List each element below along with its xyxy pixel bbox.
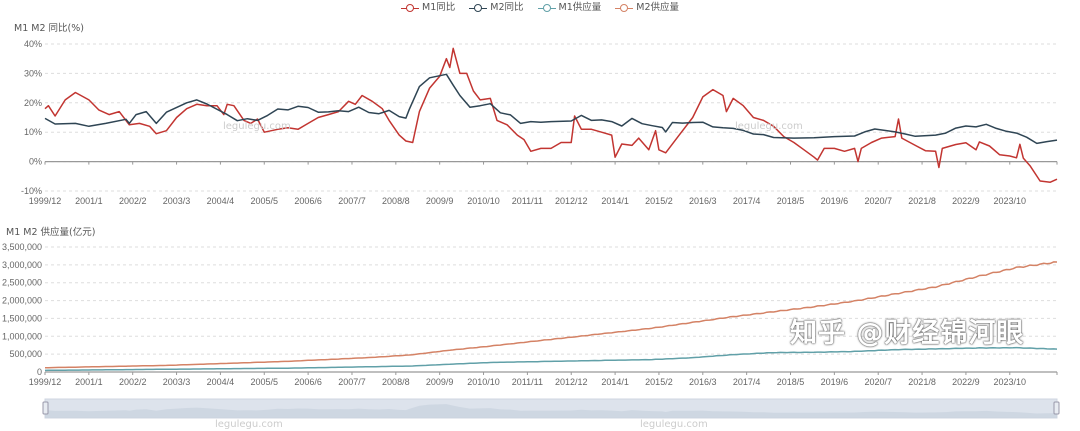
x-tick-label: 2014/1 — [601, 196, 629, 206]
bottom-y-axis-title: M1 M2 供应量(亿元) — [6, 227, 96, 238]
signature-watermark: 知乎 @财经锦河眼 — [790, 318, 1025, 349]
x-tick-label: 2023/10 — [993, 377, 1026, 387]
y-tick-label: 3,000,000 — [2, 260, 42, 270]
data-zoom-preview-area — [45, 404, 1057, 418]
x-tick-label: 2018/5 — [777, 196, 805, 206]
x-tick-label: 2003/3 — [163, 377, 191, 387]
x-tick-label: 2012/12 — [555, 196, 588, 206]
watermark-bottom: legulegu.com — [215, 419, 283, 430]
x-tick-label: 2003/3 — [163, 196, 191, 206]
x-tick-label: 2010/10 — [467, 196, 500, 206]
watermark-bottom-right: legulegu.com — [640, 419, 708, 430]
series-line-M2同比 — [44, 73, 1058, 145]
x-tick-label: 2012/12 — [555, 377, 588, 387]
x-tick-label: 2007/7 — [338, 377, 366, 387]
watermark-top: legulegu.com — [223, 121, 291, 132]
y-tick-label: 40% — [24, 39, 42, 49]
x-tick-label: 2022/9 — [952, 377, 980, 387]
x-tick-label: 2020/7 — [864, 196, 892, 206]
x-tick-label: 2007/7 — [338, 196, 366, 206]
series-line-M2供应量 — [45, 261, 1058, 369]
y-tick-label: 30% — [24, 68, 42, 78]
x-tick-label: 2021/8 — [908, 196, 936, 206]
x-tick-label: 2009/9 — [426, 377, 454, 387]
x-tick-label: 2020/7 — [864, 377, 892, 387]
y-tick-label: 3,500,000 — [2, 242, 42, 252]
x-tick-label: 2023/10 — [993, 196, 1026, 206]
y-tick-label: 20% — [24, 98, 42, 108]
legend-label: M1同比 — [422, 2, 456, 13]
legend-label: M1供应量 — [558, 2, 602, 13]
x-tick-label: 2002/2 — [119, 196, 147, 206]
x-tick-label: 2021/8 — [908, 377, 936, 387]
legend-item-0[interactable]: M1同比 — [401, 2, 455, 14]
x-tick-label: 2017/4 — [733, 377, 761, 387]
x-tick-label: 2004/4 — [207, 196, 235, 206]
x-tick-label: 2011/11 — [512, 377, 543, 387]
x-tick-label: 2005/5 — [251, 196, 279, 206]
legend-label: M2同比 — [490, 2, 524, 13]
y-tick-label: 2,000,000 — [2, 296, 42, 306]
y-tick-label: 1,500,000 — [2, 313, 42, 323]
legend-line-circle-icon — [469, 3, 488, 13]
x-tick-label: 2001/1 — [75, 196, 103, 206]
series-line-M1供应量 — [44, 346, 1058, 372]
legend-item-1[interactable]: M2同比 — [469, 2, 524, 14]
legend-line-circle-icon — [615, 3, 634, 13]
x-tick-label: 2010/10 — [467, 377, 500, 387]
x-tick-label: 2011/11 — [512, 196, 543, 206]
y-tick-label: 1,000,000 — [2, 331, 42, 341]
y-tick-label: 10% — [24, 127, 42, 137]
x-tick-label: 2014/1 — [601, 377, 629, 387]
x-tick-label: 2009/9 — [426, 196, 454, 206]
x-tick-label: 1999/12 — [29, 196, 62, 206]
y-tick-label: 2,500,000 — [2, 278, 42, 288]
legend: M1同比 M2同比 M1供应量 M2供应量 — [0, 2, 1080, 14]
x-tick-label: 2008/8 — [382, 377, 410, 387]
x-tick-label: 2022/9 — [952, 196, 980, 206]
x-tick-label: 2018/5 — [777, 377, 805, 387]
watermark-top-right: legulegu.com — [735, 121, 803, 132]
data-zoom-handle-left[interactable] — [42, 401, 49, 415]
x-tick-label: 2019/6 — [821, 377, 849, 387]
x-tick-label: 2004/4 — [207, 377, 235, 387]
x-tick-label: 1999/12 — [29, 377, 62, 387]
legend-item-3[interactable]: M2供应量 — [615, 2, 679, 14]
x-tick-label: 2019/6 — [821, 196, 849, 206]
top-y-axis-title: M1 M2 同比(%) — [14, 23, 84, 34]
x-tick-label: 2008/8 — [382, 196, 410, 206]
y-tick-label: 500,000 — [9, 349, 42, 359]
legend-line-circle-icon — [537, 3, 556, 13]
legend-label: M2供应量 — [636, 2, 679, 13]
y-tick-label: -10% — [21, 186, 42, 196]
x-tick-label: 2001/1 — [75, 377, 103, 387]
x-tick-label: 2016/3 — [689, 377, 717, 387]
series-line-M1同比 — [44, 47, 1058, 183]
x-tick-label: 2002/2 — [119, 377, 147, 387]
x-tick-label: 2016/3 — [689, 196, 717, 206]
data-zoom-handle-right[interactable] — [1053, 401, 1060, 415]
legend-item-2[interactable]: M1供应量 — [537, 2, 602, 14]
x-tick-label: 2017/4 — [733, 196, 761, 206]
x-tick-label: 2006/6 — [294, 196, 322, 206]
x-tick-label: 2005/5 — [251, 377, 279, 387]
legend-line-circle-icon — [401, 3, 419, 13]
y-tick-label: 0% — [29, 157, 42, 167]
y-tick-label: 0 — [37, 367, 42, 377]
x-tick-label: 2015/2 — [645, 196, 673, 206]
x-tick-label: 2015/2 — [645, 377, 673, 387]
x-tick-label: 2006/6 — [294, 377, 322, 387]
